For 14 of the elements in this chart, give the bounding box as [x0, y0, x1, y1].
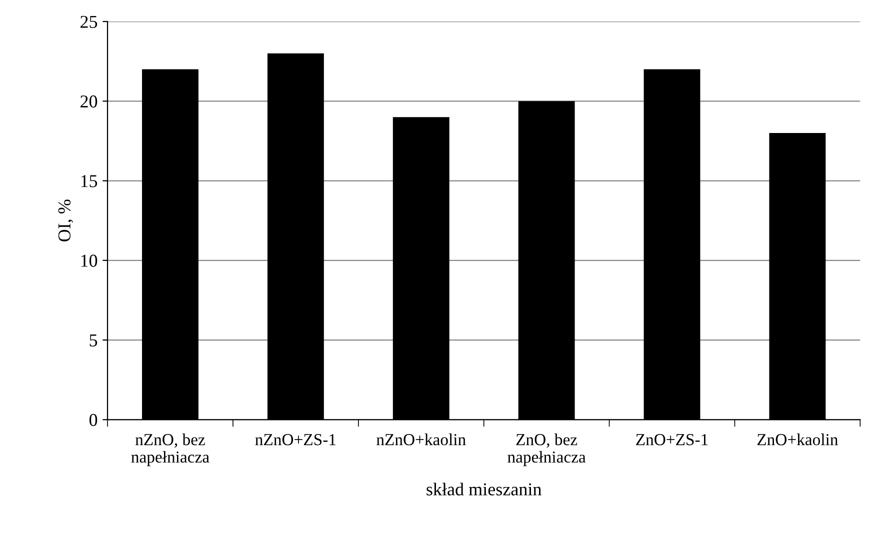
x-tick-label: ZnO+ZS-1 — [636, 434, 708, 446]
x-tick-label: ZnO+kaolin — [757, 434, 838, 446]
y-tick-label: 0 — [89, 414, 98, 426]
x-axis-title: skład mieszanin — [426, 482, 542, 496]
y-tick-label: 25 — [80, 16, 98, 28]
y-tick-label: 15 — [81, 175, 98, 188]
y-tick-label: 10 — [81, 254, 98, 267]
x-tick-label: nZnO+ZS-1 — [255, 434, 336, 446]
y-tick-label: 5 — [90, 334, 98, 346]
x-tick-label: ZnO, bez napełniacza — [508, 434, 586, 466]
y-axis-title: OI, % — [58, 200, 74, 242]
x-tick-label: nZnO+kaolin — [376, 434, 466, 446]
x-tick-label: nZnO, bez napełniacza — [131, 434, 210, 466]
y-tick-label: 20 — [80, 95, 98, 108]
